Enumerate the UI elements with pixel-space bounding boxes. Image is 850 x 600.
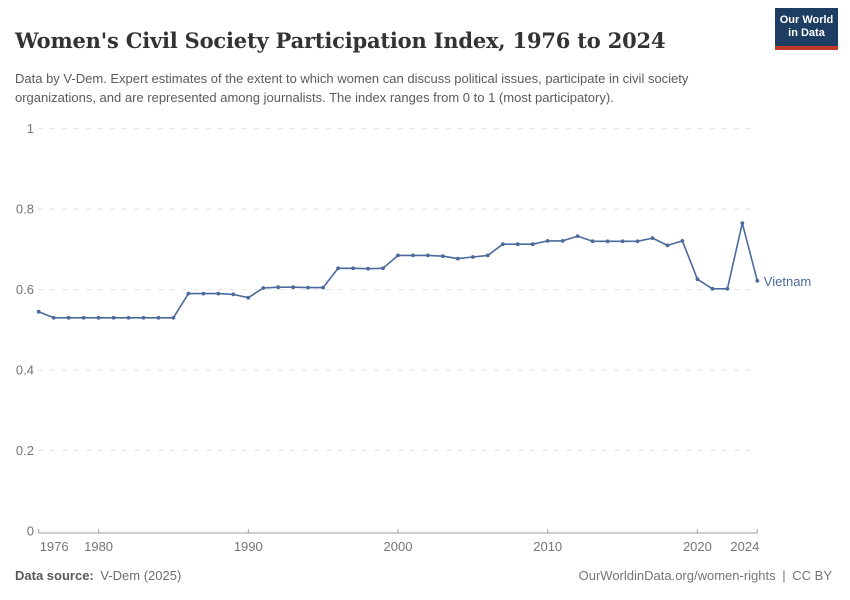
x-tick-label-2020: 2020 xyxy=(683,539,712,554)
series-label-vietnam[interactable]: Vietnam xyxy=(764,274,811,289)
data-point-2013[interactable] xyxy=(590,239,595,244)
series-line-vietnam[interactable] xyxy=(38,222,759,319)
data-source-label: Data source: xyxy=(15,568,94,583)
data-point-1998[interactable] xyxy=(366,266,370,271)
data-point-2017[interactable] xyxy=(650,236,655,241)
data-point-2004[interactable] xyxy=(456,256,460,261)
data-point-1989[interactable] xyxy=(231,292,236,297)
footer-attribution: OurWorldinData.org/women-rights | CC BY xyxy=(579,568,835,583)
data-point-2006[interactable] xyxy=(485,253,490,258)
data-point-2005[interactable] xyxy=(471,255,475,259)
y-tick-label-0.2: 0.2 xyxy=(16,443,34,458)
owid-logo[interactable]: Our World in Data xyxy=(775,8,838,50)
data-point-1983[interactable] xyxy=(141,315,146,320)
data-point-1986[interactable] xyxy=(186,291,191,296)
data-point-2022[interactable] xyxy=(725,286,730,291)
data-point-2021[interactable] xyxy=(710,286,715,291)
chart-subtitle: Data by V-Dem. Expert estimates of the e… xyxy=(15,71,689,105)
x-tick-label-1976: 1976 xyxy=(40,539,69,554)
x-tick-label-1990: 1990 xyxy=(234,539,263,554)
data-point-1977[interactable] xyxy=(51,315,56,320)
data-point-1984[interactable] xyxy=(156,315,161,320)
owid-logo-line1: Our World xyxy=(779,14,834,26)
data-point-1997[interactable] xyxy=(351,266,355,271)
x-tick-label-1980: 1980 xyxy=(84,539,113,554)
data-point-2011[interactable] xyxy=(560,239,565,243)
y-tick-label-1: 1 xyxy=(27,121,34,136)
data-point-2003[interactable] xyxy=(441,254,445,259)
data-source-value: V-Dem (2025) xyxy=(100,568,182,583)
y-tick-label-0: 0 xyxy=(27,524,34,539)
y-tick-label-0.6: 0.6 xyxy=(16,282,34,297)
data-point-1988[interactable] xyxy=(216,291,221,296)
data-point-2012[interactable] xyxy=(575,234,580,239)
data-point-1996[interactable] xyxy=(336,266,340,271)
y-tick-label-0.8: 0.8 xyxy=(16,202,34,217)
page-title: Women's Civil Society Participation Inde… xyxy=(15,28,666,54)
x-tick-label-2000: 2000 xyxy=(384,539,413,554)
y-tick-label-0.4: 0.4 xyxy=(16,363,34,378)
owid-logo-line2: in Data xyxy=(788,27,825,39)
data-point-1976[interactable] xyxy=(36,309,41,314)
x-tick-label-2024: 2024 xyxy=(730,539,759,554)
data-point-2001[interactable] xyxy=(411,253,415,258)
data-point-1999[interactable] xyxy=(381,266,385,271)
footer-url: OurWorldinData.org/women-rights xyxy=(578,568,776,583)
footer-license: CC BY xyxy=(792,568,832,583)
data-point-2002[interactable] xyxy=(426,253,430,258)
data-point-2023[interactable] xyxy=(740,221,745,226)
chart-footer: Data source: V-Dem (2025) OurWorldinData… xyxy=(15,568,835,583)
data-point-2024[interactable] xyxy=(755,278,760,283)
data-point-1979[interactable] xyxy=(81,315,86,320)
data-point-2014[interactable] xyxy=(605,239,610,244)
data-point-2018[interactable] xyxy=(665,243,670,248)
data-point-2010[interactable] xyxy=(545,239,550,243)
data-source: Data source: V-Dem (2025) xyxy=(15,568,184,583)
data-point-1978[interactable] xyxy=(66,315,71,320)
data-point-2000[interactable] xyxy=(396,253,400,258)
x-tick-label-2010: 2010 xyxy=(533,539,562,554)
data-point-1993[interactable] xyxy=(291,285,296,290)
data-point-1994[interactable] xyxy=(306,285,311,290)
data-point-2016[interactable] xyxy=(635,239,640,244)
footer-separator: | xyxy=(782,568,786,583)
data-point-1985[interactable] xyxy=(171,315,176,320)
data-point-1980[interactable] xyxy=(96,315,101,320)
data-point-2019[interactable] xyxy=(680,239,685,243)
data-point-2015[interactable] xyxy=(620,239,625,244)
data-point-1982[interactable] xyxy=(126,315,131,320)
data-point-1992[interactable] xyxy=(276,285,281,290)
data-point-2020[interactable] xyxy=(695,277,700,282)
data-point-2009[interactable] xyxy=(530,242,535,247)
data-point-1991[interactable] xyxy=(261,286,266,290)
data-point-1995[interactable] xyxy=(321,285,325,290)
data-point-2008[interactable] xyxy=(515,242,520,247)
data-point-1981[interactable] xyxy=(111,315,116,320)
data-point-2007[interactable] xyxy=(500,242,505,247)
data-point-1987[interactable] xyxy=(201,291,206,296)
data-point-1990[interactable] xyxy=(246,295,251,300)
